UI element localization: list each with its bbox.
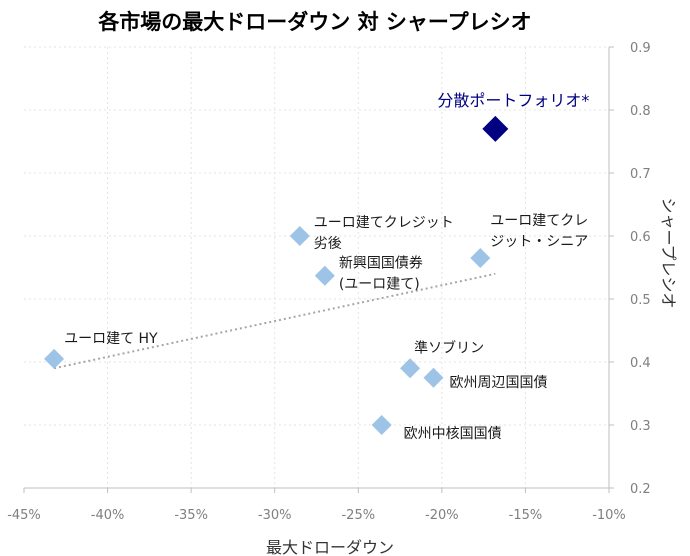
point-label-line: 準ソブリン: [414, 339, 484, 356]
highlight-point-marker: [482, 115, 509, 142]
y-tick-label: 0.3: [630, 419, 651, 434]
point-label: 準ソブリン: [414, 339, 484, 356]
point-label: 分散ポートフォリオ*: [437, 91, 589, 110]
point-label: 欧州中核国国債: [404, 426, 502, 442]
point-label: ユーロ建てクレジット劣後: [314, 215, 454, 252]
point-marker: [400, 358, 421, 379]
x-tick-label: -45%: [7, 508, 41, 523]
y-tick-label: 0.8: [630, 104, 651, 119]
point-label-line: ユーロ建て HY: [64, 331, 158, 347]
x-tick-label: -15%: [509, 508, 543, 523]
point-label-line: 分散ポートフォリオ*: [437, 91, 589, 110]
y-tick-label: 0.4: [630, 356, 651, 371]
x-tick-label: -35%: [174, 508, 208, 523]
point-marker: [470, 248, 491, 269]
point-label-line: (ユーロ建て): [339, 277, 420, 293]
y-tick-label: 0.9: [630, 41, 651, 56]
point-marker: [289, 226, 310, 246]
x-tick-label: -40%: [91, 508, 125, 523]
point-marker: [371, 415, 392, 435]
y-tick-label: 0.5: [630, 293, 651, 308]
y-tick-label: 0.2: [630, 482, 651, 497]
point-label-line: 欧州中核国国債: [404, 426, 502, 442]
point-marker: [44, 348, 65, 369]
point-label: ユーロ建て HY: [64, 331, 158, 347]
trendline: [53, 272, 496, 370]
point-label-line: ジット・シニア: [490, 234, 588, 250]
x-tick-label: -25%: [341, 508, 375, 523]
point-label: ユーロ建てクレジット・シニア: [490, 213, 588, 250]
point-label-line: 劣後: [314, 236, 342, 252]
x-tick-label: -30%: [258, 508, 292, 523]
x-axis-title: 最大ドローダウン: [266, 538, 394, 556]
y-tick-label: 0.6: [630, 230, 651, 245]
point-marker: [314, 265, 335, 286]
point-label-line: 新興国国債券: [339, 256, 423, 272]
point-label: 新興国国債券 (ユーロ建て): [339, 256, 423, 293]
point-label: 欧州周辺国国債: [450, 375, 548, 391]
point-label-line: ユーロ建てクレジット: [314, 215, 454, 231]
point-label-line: ユーロ建てクレ: [490, 213, 588, 229]
x-tick-label: -10%: [592, 508, 626, 523]
point-marker: [423, 367, 444, 388]
y-axis-title: シャープレシオ: [659, 197, 678, 308]
x-tick-label: -20%: [425, 508, 459, 523]
chart-title: 各市場の最大ドローダウン 対 シャープレシオ: [98, 10, 532, 34]
point-label-line: 欧州周辺国国債: [450, 375, 548, 391]
y-tick-label: 0.7: [630, 167, 651, 182]
